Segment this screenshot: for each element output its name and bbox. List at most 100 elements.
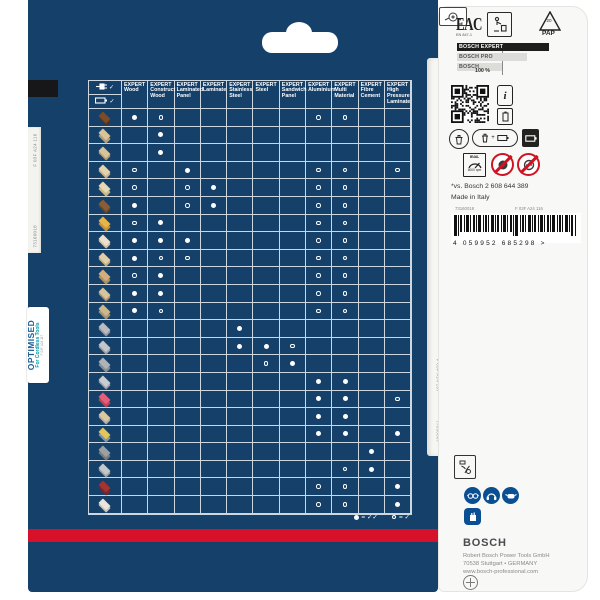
compat-cell <box>227 443 254 461</box>
red-brand-stripe <box>28 529 438 542</box>
compat-cell <box>122 478 149 497</box>
compat-cell <box>227 460 254 479</box>
osb-board-icon <box>94 215 116 232</box>
compat-dot-open <box>395 167 400 173</box>
compat-dot-open <box>316 115 322 120</box>
barcode-bar <box>538 215 539 232</box>
compat-cell <box>148 408 175 426</box>
compat-cell <box>122 496 149 514</box>
material-cell <box>89 249 122 268</box>
compat-dot-open <box>290 343 295 349</box>
column-header-aluminium: EXPERT Aluminium <box>306 81 335 109</box>
compat-cell <box>279 390 307 409</box>
compat-cell <box>148 109 175 127</box>
compat-cell <box>148 460 175 479</box>
power-mode-row: ✓ <box>89 95 121 108</box>
compat-table: ✓ ✓ EXPERT Wood EXPERT Construct Wood EXPERT La… <box>88 80 413 515</box>
barcode-bar <box>522 215 524 232</box>
compat-cell <box>122 179 149 197</box>
compat-cell <box>253 443 280 461</box>
compat-cell <box>200 284 228 303</box>
bar-bosch-expert: BOSCH EXPERT <box>457 43 549 51</box>
compat-cell <box>306 390 333 409</box>
material-cell <box>89 196 122 215</box>
hardwood-boards-icon <box>94 110 116 126</box>
compat-cell <box>122 460 149 479</box>
blockboard-icon <box>94 251 116 267</box>
compat-dot-open <box>342 202 348 208</box>
compat-cell <box>384 408 412 426</box>
chipboard-icon <box>94 163 116 179</box>
compat-cell <box>174 320 201 338</box>
barcode-bar <box>557 215 558 232</box>
compat-dot-filled <box>132 237 138 243</box>
compat-cell <box>148 267 175 285</box>
compat-cell <box>122 126 149 145</box>
edge-tag <box>28 80 58 97</box>
compat-cell <box>384 496 412 514</box>
parquet-icon <box>94 286 116 302</box>
fibre-cement-board-icon <box>94 444 116 461</box>
left-edge-code-2: F 03F A24 116 <box>32 133 37 167</box>
compat-cell <box>384 161 412 180</box>
address-line: 70538 Stuttgart • GERMANY <box>463 560 538 567</box>
barcode-bar <box>544 215 545 232</box>
compat-cell <box>332 372 359 391</box>
compat-dot-filled <box>184 237 190 243</box>
compat-cell <box>200 372 228 391</box>
compat-dot-filled <box>132 255 138 261</box>
column-brand: EXPERT <box>308 81 330 88</box>
qr-code-icon <box>451 85 489 123</box>
compat-dot-filled <box>395 501 401 507</box>
compat-cell <box>200 390 228 409</box>
recycle-bin-icon <box>449 129 469 149</box>
compat-cell <box>253 337 280 356</box>
compat-cell <box>358 214 385 233</box>
compat-cell <box>306 337 333 356</box>
left-edge-code-1: 73160018 <box>32 224 37 247</box>
compat-cell <box>227 355 254 373</box>
compat-cell <box>306 144 333 162</box>
compat-cell <box>253 460 280 479</box>
barcode-bar <box>547 215 549 232</box>
compat-cell <box>332 425 359 444</box>
column-header-stainless-steel: EXPERT Stainless Steel <box>227 81 254 109</box>
compat-cell <box>148 161 175 180</box>
max-rpm-value: 6000 rpm <box>467 168 482 173</box>
material-cell <box>89 496 122 514</box>
compat-dot-filled <box>132 290 138 296</box>
compat-cell <box>332 478 359 497</box>
legend-open-label: = ✓ <box>398 514 410 521</box>
material-cell <box>89 161 122 180</box>
compat-cell <box>174 337 201 356</box>
info-icon: i <box>497 85 513 106</box>
compat-cell <box>306 478 333 497</box>
material-cell <box>89 267 122 285</box>
compat-cell <box>279 126 307 145</box>
power-check: ✓ <box>108 85 115 91</box>
compat-cell <box>279 496 307 514</box>
compat-cell <box>332 408 359 426</box>
bin-plus-battery-icon: + <box>472 129 518 147</box>
compat-cell <box>306 267 333 285</box>
compat-cell <box>384 372 412 391</box>
packaging-info-icon <box>454 455 476 479</box>
compat-dot-open <box>158 255 164 261</box>
compat-cell <box>148 196 175 215</box>
compat-cell <box>148 232 175 250</box>
aluminium-profile-icon <box>94 374 116 390</box>
material-cell <box>89 144 122 162</box>
compat-cell <box>227 144 254 162</box>
compat-cell <box>332 161 359 180</box>
column-header-construct-wood: EXPERT Construct Wood <box>148 81 175 109</box>
column-brand: EXPERT <box>334 81 356 88</box>
compat-dot-filled <box>211 185 217 191</box>
compat-dot-open <box>316 273 322 278</box>
compat-cell <box>174 443 201 461</box>
compat-cell <box>358 390 385 409</box>
barcode-bar <box>485 215 487 232</box>
barcode-bar <box>534 215 536 232</box>
compat-dot-filled <box>342 431 348 437</box>
compat-dot-open <box>263 361 269 366</box>
compat-cell <box>148 144 175 162</box>
